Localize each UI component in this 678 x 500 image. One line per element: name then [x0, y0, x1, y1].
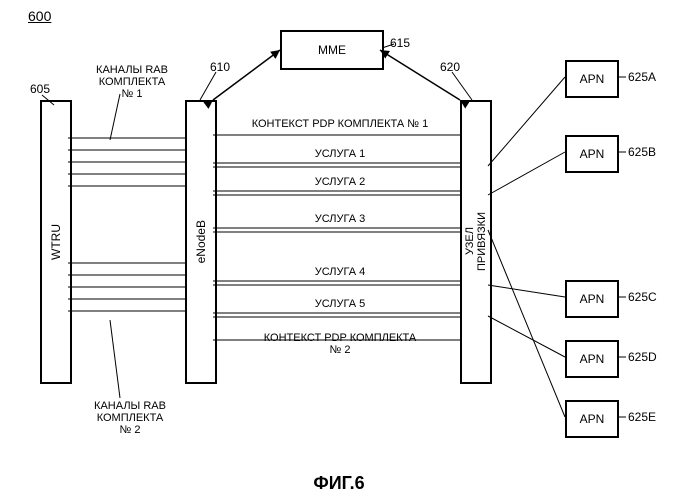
ref-anchor: 620 [440, 60, 460, 74]
ref-mme: 615 [390, 36, 410, 50]
apn-label: APN [580, 72, 605, 86]
enodeb-node: eNodeB [185, 100, 217, 384]
apn-node-2: APN [565, 135, 619, 173]
service-2-label: УСЛУГА 2 [300, 176, 380, 188]
rab-top-bundle [68, 138, 185, 186]
service-4-label: УСЛУГА 4 [300, 266, 380, 278]
ref-apn3: 625C [628, 290, 657, 304]
anchor-label: УЗЕЛ ПРИВЯЗКИ [464, 212, 488, 271]
mme-label: MME [318, 43, 346, 57]
apn-node-1: APN [565, 60, 619, 98]
apn-label: APN [580, 352, 605, 366]
wtru-node: WTRU [40, 100, 72, 384]
apn-label: APN [580, 412, 605, 426]
apn-label: APN [580, 147, 605, 161]
apn-node-3: APN [565, 280, 619, 318]
ref-wtru: 605 [30, 82, 50, 96]
service-5-label: УСЛУГА 5 [300, 298, 380, 310]
rab-bottom-label: КАНАЛЫ RAB КОМПЛЕКТА № 2 [60, 400, 200, 436]
ref-apn1: 625A [628, 70, 656, 84]
pdp-top-label: КОНТЕКСТ PDP КОМПЛЕКТА № 1 [230, 118, 450, 130]
apn-label: APN [580, 292, 605, 306]
mme-node: MME [280, 30, 384, 70]
service-3-label: УСЛУГА 3 [300, 213, 380, 225]
wtru-label: WTRU [49, 224, 63, 260]
figure-caption: ФИГ.6 [0, 473, 678, 494]
rab-top-label: КАНАЛЫ RAB КОМПЛЕКТА № 1 [72, 64, 192, 100]
service-1-label: УСЛУГА 1 [300, 148, 380, 160]
ref-enb: 610 [210, 60, 230, 74]
apn-links [488, 77, 565, 417]
figure-ref: 600 [28, 8, 51, 24]
pdp-bottom-label: КОНТЕКСТ PDP КОМПЛЕКТА № 2 [230, 332, 450, 356]
enodeb-label: eNodeB [194, 220, 208, 263]
rab-bottom-bundle [68, 263, 185, 311]
apn-node-4: APN [565, 340, 619, 378]
ref-apn2: 625B [628, 145, 656, 159]
ref-apn4: 625D [628, 350, 657, 364]
ref-apn5: 625E [628, 410, 656, 424]
apn-node-5: APN [565, 400, 619, 438]
anchor-node: УЗЕЛ ПРИВЯЗКИ [460, 100, 492, 384]
